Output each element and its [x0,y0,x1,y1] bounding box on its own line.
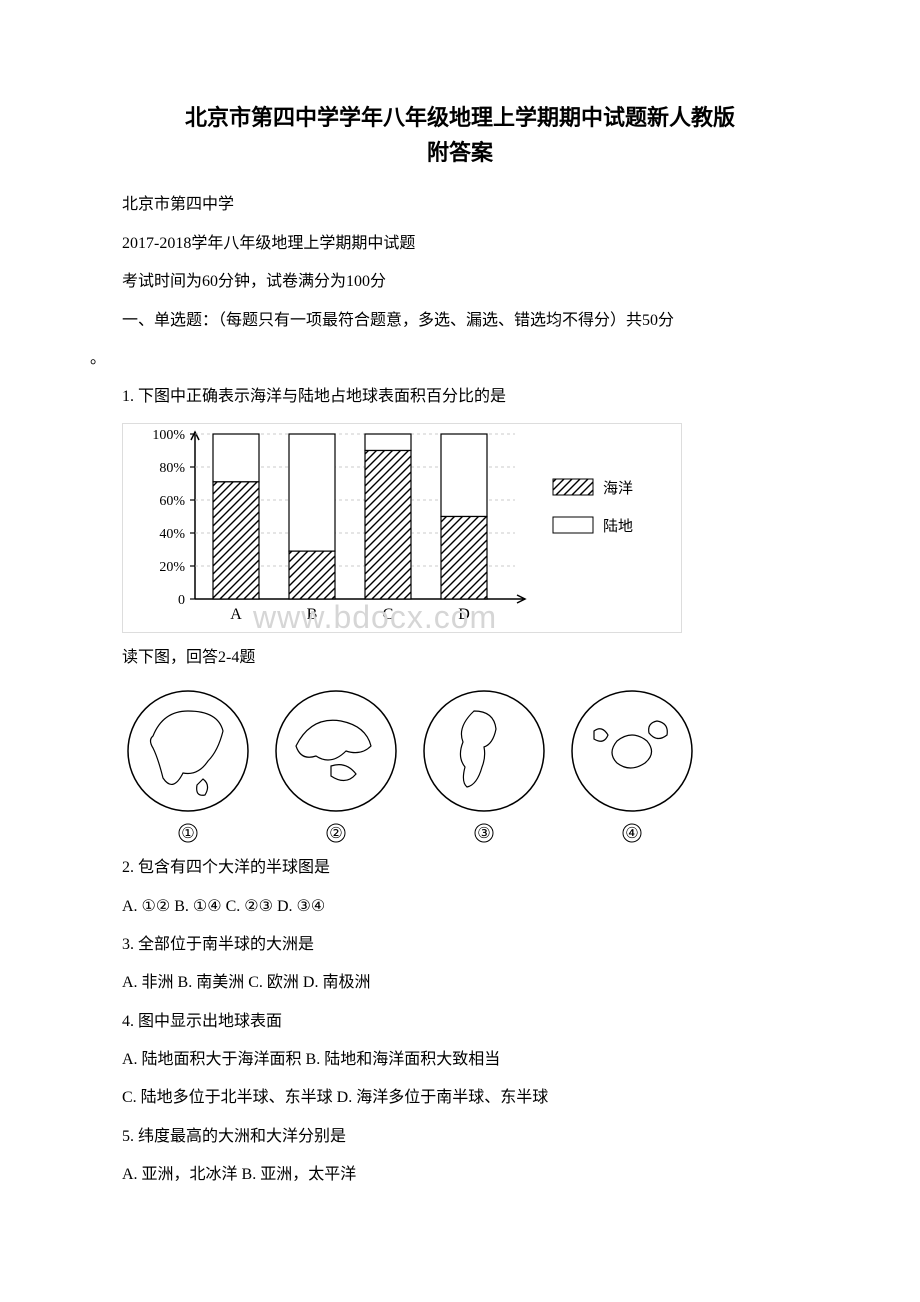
question-3-options: A. 非洲 B. 南美洲 C. 欧洲 D. 南极洲 [90,968,830,998]
svg-text:60%: 60% [159,494,185,509]
section-1-tail: 。 [90,344,830,374]
svg-text:D: D [458,606,470,623]
question-5: 5. 纬度最高的大洲和大洋分别是 [90,1122,830,1152]
question-4-option-c: C. 陆地多位于北半球、东半球 D. 海洋多位于南半球、东半球 [90,1083,830,1113]
question-1: 1. 下图中正确表示海洋与陆地占地球表面积百分比的是 [90,382,830,412]
svg-text:C: C [383,606,394,623]
svg-text:40%: 40% [159,527,185,542]
title-line-2: 附答案 [427,140,493,165]
title-line-1: 北京市第四中学学年八年级地理上学期期中试题新人教版 [185,105,735,130]
section-1-heading: 一、单选题：（每题只有一项最符合题意，多选、漏选、错选均不得分）共50分 [90,306,830,336]
svg-text:③: ③ [477,826,490,842]
svg-text:20%: 20% [159,560,185,575]
question-2: 2. 包含有四个大洋的半球图是 [90,853,830,883]
question-3: 3. 全部位于南半球的大洲是 [90,930,830,960]
question-5-options: A. 亚洲，北冰洋 B. 亚洲，太平洋 [90,1160,830,1190]
svg-text:100%: 100% [152,428,185,443]
meta-school: 北京市第四中学 [90,190,830,220]
globes-figure: ① ② ③ ④ [122,683,702,843]
question-4-option-a: A. 陆地面积大于海洋面积 B. 陆地和海洋面积大致相当 [90,1045,830,1075]
svg-text:B: B [307,606,318,623]
svg-text:陆地: 陆地 [603,518,633,535]
svg-text:A: A [230,606,242,623]
q1-bar-chart: 020%40%60%80%100%ABCD海洋陆地 www.bdocx.com [122,423,682,633]
svg-text:①: ① [181,826,194,842]
svg-text:80%: 80% [159,461,185,476]
svg-text:海洋: 海洋 [603,480,633,497]
q2-intro: 读下图，回答2-4题 [90,643,830,673]
svg-text:④: ④ [625,826,638,842]
meta-year: 2017-2018学年八年级地理上学期期中试题 [90,229,830,259]
svg-text:②: ② [329,826,342,842]
svg-text:0: 0 [178,593,185,608]
page-title: 北京市第四中学学年八年级地理上学期期中试题新人教版 附答案 [90,100,830,170]
question-4: 4. 图中显示出地球表面 [90,1007,830,1037]
question-2-options: A. ①② B. ①④ C. ②③ D. ③④ [90,892,830,922]
meta-exam: 考试时间为60分钟，试卷满分为100分 [90,267,830,297]
